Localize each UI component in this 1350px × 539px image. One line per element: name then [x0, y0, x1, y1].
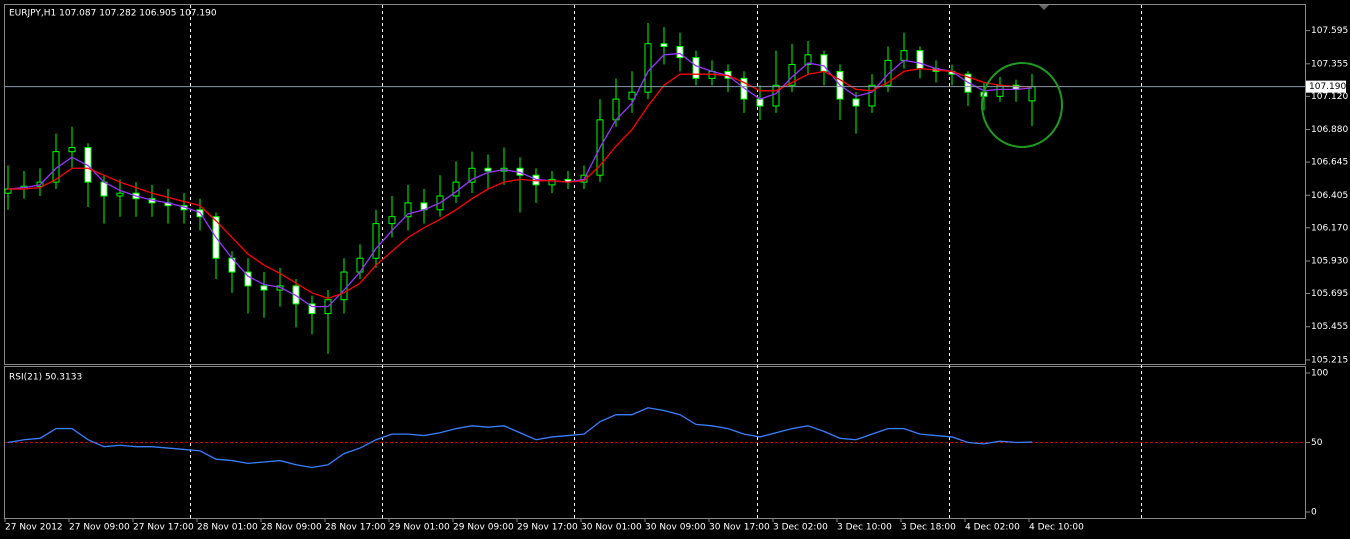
x-tick-label: 27 Nov 09:00 [69, 523, 130, 533]
candle-body [868, 84, 876, 107]
candle-body [116, 192, 124, 197]
y-tick-label: 106.405 [1311, 191, 1348, 201]
candle-body [244, 271, 252, 287]
y-tick-label: 107.595 [1311, 26, 1348, 36]
x-tick-label: 27 Nov 2012 [5, 523, 63, 533]
candle-body [660, 43, 668, 48]
candle-body [852, 98, 860, 107]
x-tick-label: 30 Nov 01:00 [581, 523, 642, 533]
x-tick-label: 28 Nov 01:00 [197, 523, 258, 533]
candle-body [68, 147, 76, 153]
candle-body [340, 271, 348, 301]
y-tick-label: 105.215 [1311, 355, 1348, 365]
price-chart: 107.595 107.355 107.120 106.880 106.645 106.4… [4, 22, 1348, 365]
chart-title: EURJPY,H1 107.087 107.282 106.905 107.19… [9, 9, 217, 19]
candle-body [756, 98, 764, 107]
y-tick-label: 0 [1311, 508, 1317, 518]
candle-body [884, 59, 892, 86]
x-tick-label: 3 Dec 10:00 [837, 523, 892, 533]
x-tick-label: 4 Dec 10:00 [1029, 523, 1084, 533]
y-tick-label: 107.355 [1311, 59, 1348, 69]
candle-body [100, 181, 108, 197]
x-tick-label: 29 Nov 09:00 [453, 523, 514, 533]
x-tick-label: 3 Dec 18:00 [901, 523, 956, 533]
candle-body [484, 167, 492, 172]
x-tick-label: 30 Nov 09:00 [645, 523, 706, 533]
candle-body [692, 57, 700, 79]
price-label-box [1306, 80, 1346, 93]
rsi-chart: 100 50 0 [5, 368, 1328, 518]
y-tick-label: 105.455 [1311, 322, 1348, 332]
rsi-panel [4, 366, 1306, 519]
x-tick-label: 29 Nov 01:00 [389, 523, 450, 533]
candle-body [644, 43, 652, 93]
candle-body [772, 84, 780, 107]
rsi-title: RSI(21) 50.3133 [9, 373, 82, 383]
candle-body [372, 223, 380, 259]
indicator-line [7, 52, 1033, 308]
x-tick-label: 27 Nov 17:00 [133, 523, 194, 533]
x-tick-label: 29 Nov 17:00 [517, 523, 578, 533]
x-tick-label: 4 Dec 02:00 [965, 523, 1020, 533]
y-tick-label: 105.695 [1311, 289, 1348, 299]
y-tick-label: 106.170 [1311, 223, 1348, 233]
candle-body [388, 216, 396, 225]
y-tick-label: 107.120 [1311, 92, 1348, 102]
candle-body [260, 285, 268, 291]
separators [190, 5, 1142, 518]
candle-body [404, 202, 412, 218]
y-tick-label: 105.930 [1311, 256, 1348, 266]
candle-body [628, 91, 636, 100]
x-tick-label: 28 Nov 09:00 [261, 523, 322, 533]
y-tick-label: 106.645 [1311, 158, 1348, 168]
y-tick-label: 106.880 [1311, 125, 1348, 135]
shift-marker [1039, 5, 1049, 10]
x-tick-label: 30 Nov 17:00 [709, 523, 770, 533]
y-tick-label: 50 [1311, 438, 1323, 448]
candle-body [676, 46, 684, 59]
y-tick-label: 100 [1311, 368, 1328, 378]
candle-body [900, 50, 908, 61]
candle-body [468, 167, 476, 183]
candle-body [916, 50, 924, 70]
indicator-line [8, 67, 1032, 300]
candle-body [308, 303, 316, 315]
indicator-line [7, 407, 1033, 469]
candle-body [804, 54, 812, 65]
x-tick-label: 3 Dec 02:00 [773, 523, 828, 533]
x-tick-label: 28 Nov 17:00 [325, 523, 386, 533]
highlight-circle [981, 62, 1063, 148]
price-label: 107.190 [1309, 82, 1346, 92]
price-panel [4, 4, 1306, 365]
candle-body [548, 178, 556, 186]
